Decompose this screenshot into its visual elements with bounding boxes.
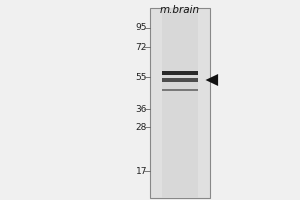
Bar xyxy=(162,71,198,75)
Text: 72: 72 xyxy=(136,43,147,51)
Text: 28: 28 xyxy=(136,122,147,132)
Text: 55: 55 xyxy=(136,72,147,82)
Bar xyxy=(150,8,210,198)
Text: m.brain: m.brain xyxy=(160,5,200,15)
Bar xyxy=(162,78,198,82)
Text: 17: 17 xyxy=(136,166,147,176)
Text: 36: 36 xyxy=(136,105,147,114)
Polygon shape xyxy=(206,74,218,86)
Bar xyxy=(162,8,198,198)
Bar xyxy=(162,89,198,91)
Text: 95: 95 xyxy=(136,23,147,32)
